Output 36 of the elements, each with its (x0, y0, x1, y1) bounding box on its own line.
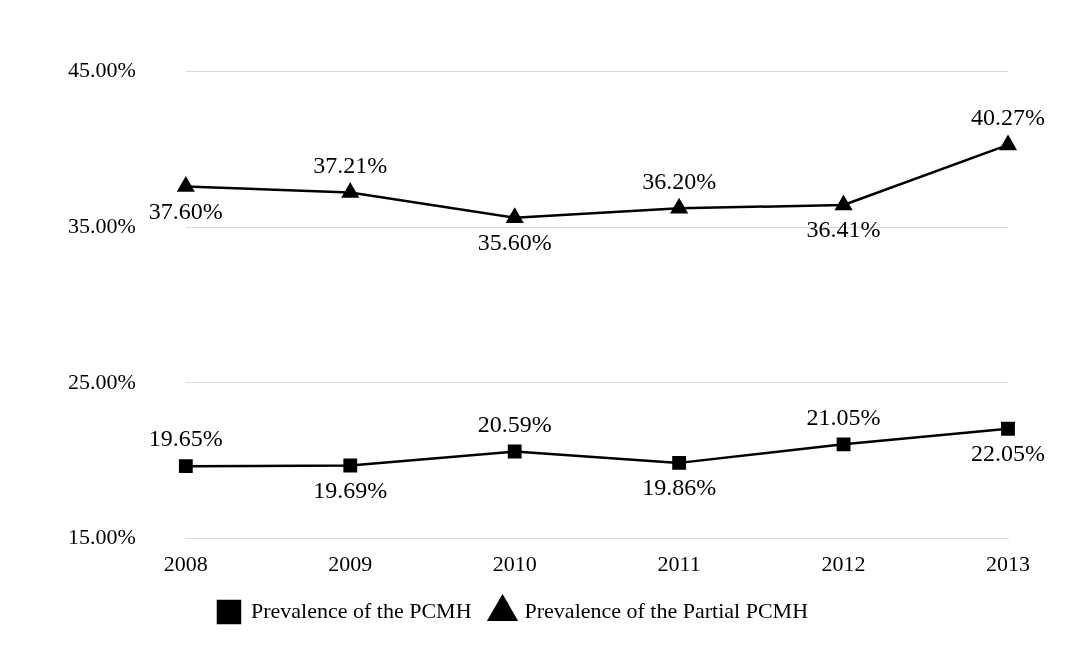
x-tick-label: 2009 (328, 550, 373, 576)
data-label: 20.59% (477, 410, 552, 437)
legend-label: Prevalence of the Partial PCMH (524, 597, 809, 623)
y-tick-label: 25.00% (68, 368, 136, 394)
data-label: 35.60% (477, 228, 552, 255)
data-label: 19.65% (148, 425, 223, 452)
point (999, 135, 1017, 151)
point (1001, 421, 1015, 436)
data-label: 19.69% (313, 476, 388, 503)
data-label: 36.41% (806, 216, 881, 243)
x-tick-label: 2010 (492, 550, 537, 576)
data-label: 37.60% (148, 197, 223, 224)
point (835, 195, 852, 211)
x-tick-label: 2013 (986, 550, 1030, 576)
point (670, 199, 688, 214)
point (177, 177, 194, 192)
y-tick-label: 15.00% (68, 524, 136, 550)
y-tick-label: 45.00% (68, 56, 136, 82)
y-tick-label: 35.00% (68, 212, 136, 238)
point (343, 458, 358, 473)
data-label: 22.05% (971, 440, 1045, 467)
x-tick-label: 2008 (163, 550, 208, 576)
x-tick-label: 2011 (657, 550, 701, 576)
data-label: 21.05% (806, 403, 881, 430)
point (342, 183, 359, 198)
point (178, 459, 193, 474)
data-label: 36.20% (642, 167, 717, 194)
point (836, 437, 851, 452)
point (507, 444, 522, 459)
legend-label: Prevalence of the PCMH (250, 597, 472, 623)
x-tick-label: 2012 (821, 550, 866, 576)
data-label: 37.21% (313, 151, 388, 178)
point (506, 208, 523, 223)
data-label: 19.86% (642, 474, 717, 501)
data-label: 40.27% (971, 104, 1045, 131)
point (672, 455, 687, 470)
